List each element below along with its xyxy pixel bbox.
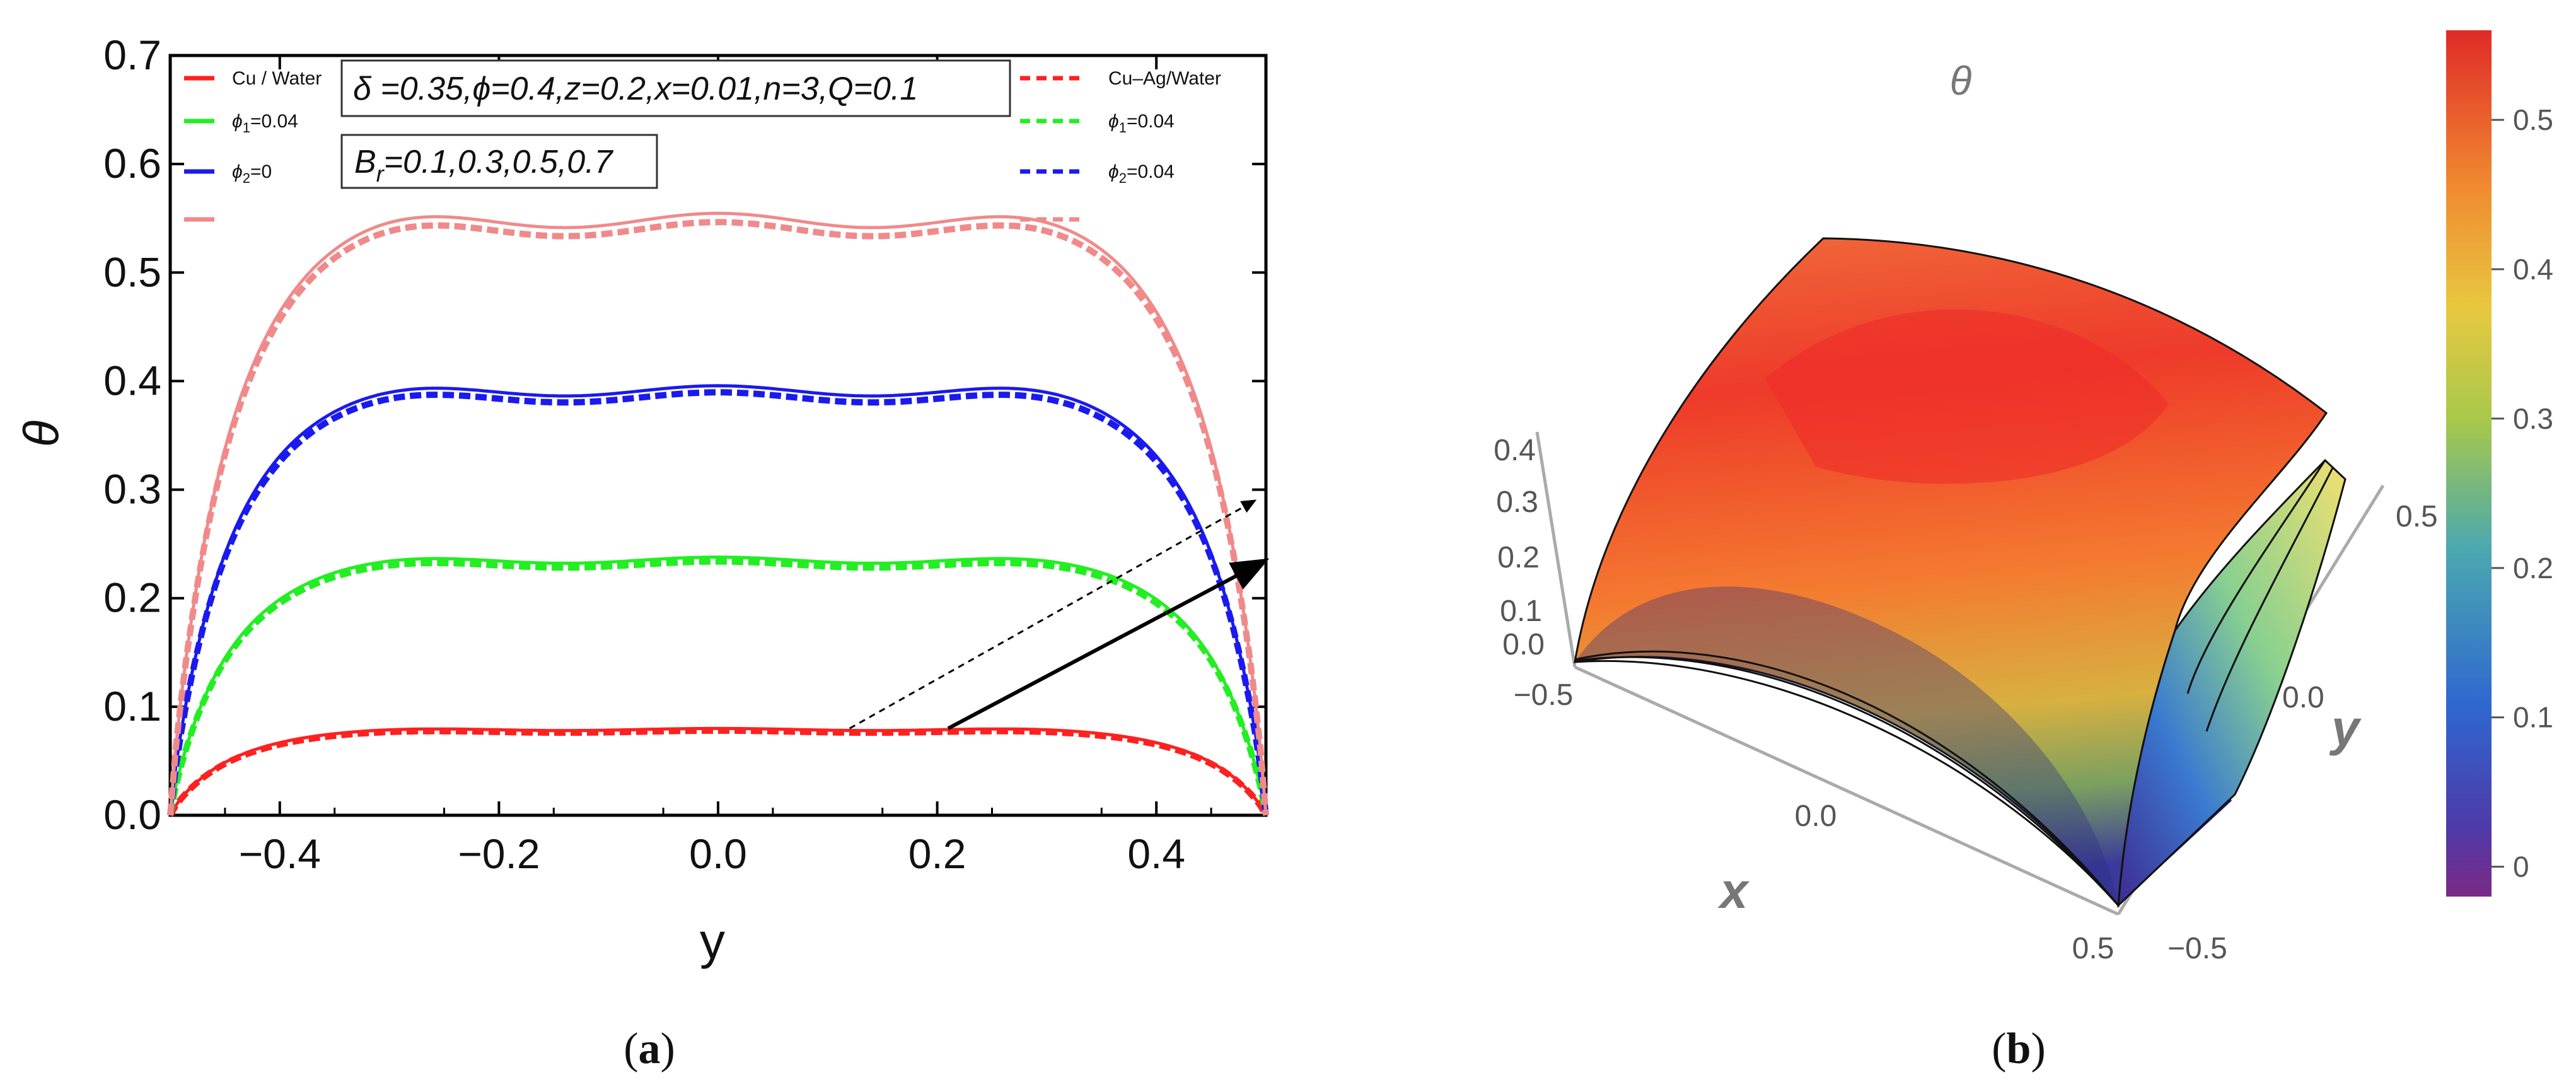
legend-label: Cu / Water — [232, 68, 322, 89]
y-tick-label: 0.2 — [103, 574, 161, 621]
surface-highlight — [1765, 309, 2169, 484]
legend-right: Cu–Ag/Water ϕ1=0.04 ϕ2=0.04 — [1020, 68, 1221, 222]
y-tick-label: −0.5 — [2167, 932, 2227, 965]
y-tick-label: 0.6 — [103, 140, 161, 187]
colorbar-tick-label: 0.3 — [2513, 402, 2553, 435]
legend-label: ϕ2=0.04 — [1108, 161, 1175, 186]
annotation-arrow-dashed — [849, 499, 1257, 730]
z-tick-label: 0.3 — [1496, 485, 1538, 519]
data-curves — [167, 211, 1269, 817]
series-line — [167, 558, 1269, 816]
z-tick-label: 0.4 — [1494, 434, 1536, 467]
surface-x-label: x — [1717, 863, 1750, 919]
colorbar-tick-label: 0.4 — [2513, 253, 2553, 286]
x-tick-label: −0.5 — [1514, 678, 1574, 712]
surface-title: θ — [1950, 58, 1972, 103]
br-text: Br=0.1,0.3,0.5,0.7 — [354, 144, 614, 187]
surface-tick-labels: 0.00.10.20.30.4−0.50.00.5 −0.50.00.5 — [1494, 434, 2437, 965]
panel-caption-b: (b) — [1992, 1025, 2046, 1073]
z-tick-label: 0.2 — [1497, 541, 1540, 574]
colorbar — [2446, 30, 2492, 897]
y-tick-label: 0.5 — [103, 248, 161, 295]
params-text: δ =0.35,ϕ=0.4,z=0.2,x=0.01,n=3,Q=0.1 — [353, 71, 918, 107]
y-axis-label: θ — [13, 421, 69, 447]
plot-frame — [168, 54, 1268, 817]
surface-mesh-lines — [1574, 460, 2334, 906]
z-tick-label: 0.1 — [1500, 595, 1542, 628]
panel-b: θ 0.00.10.20.30.4−0.50.00.5 −0.50.00.5 x — [1494, 30, 2553, 1073]
series-line — [167, 727, 1269, 817]
series-line — [168, 384, 1268, 816]
z-tick-label: 0.0 — [1502, 628, 1545, 661]
y-tick-label: 0.0 — [2282, 681, 2324, 714]
axis-ticks: −0.4 −0.2 0.0 0.2 0.4 0.0 0.1 0.2 0.3 0.4 0.5 0.6 0.… — [103, 32, 1266, 877]
br-box — [340, 134, 658, 189]
legend-label: ϕ1=0.04 — [1108, 111, 1175, 136]
annotation-arrow-solid — [947, 558, 1270, 730]
series-line — [167, 219, 1269, 816]
x-tick-label: 0.2 — [908, 830, 966, 877]
y-tick-label: 0.5 — [2396, 500, 2438, 533]
x-tick-label: 0.0 — [1795, 799, 1837, 833]
series-line — [167, 389, 1269, 816]
panel-a: −0.4 −0.2 0.0 0.2 0.4 0.0 0.1 0.2 0.3 0.4 0.5 0.6 0.… — [13, 32, 1270, 1073]
colorbar-ticks: 0 0.1 0.2 0.3 0.4 0.5 — [2492, 103, 2553, 883]
y-tick-label: 0.0 — [103, 791, 161, 838]
colorbar-tick-label: 0.2 — [2513, 552, 2553, 584]
legend-label: ϕ2=0 — [232, 161, 272, 186]
y-tick-label: 0.4 — [103, 357, 161, 404]
legend-label: ϕ1=0.04 — [232, 111, 298, 136]
x-tick-label: 0.0 — [689, 830, 747, 877]
colorbar-tick-label: 0.1 — [2513, 701, 2553, 734]
x-axis-label: y — [700, 913, 725, 969]
x-tick-label: −0.2 — [458, 830, 540, 877]
legend-left: Cu / Water ϕ1=0.04 ϕ2=0 — [184, 68, 322, 222]
surface-front-shade — [1575, 586, 2118, 905]
surface-plot — [1574, 237, 2347, 908]
colorbar-tick-label: 0 — [2513, 851, 2529, 883]
series-line — [168, 555, 1268, 816]
x-tick-label: 0.5 — [2072, 932, 2115, 965]
legend-label: Cu–Ag/Water — [1108, 68, 1221, 89]
y-tick-label: 0.7 — [103, 32, 161, 78]
series-line — [168, 211, 1268, 816]
y-tick-label: 0.1 — [103, 683, 161, 730]
params-box — [340, 59, 1011, 117]
x-tick-label: 0.4 — [1127, 830, 1185, 877]
x-tick-label: −0.4 — [239, 830, 321, 877]
colorbar-tick-label: 0.5 — [2513, 103, 2553, 136]
panel-caption-a: (a) — [624, 1025, 675, 1073]
y-tick-label: 0.3 — [103, 466, 161, 513]
surface-y-label: y — [2329, 700, 2362, 756]
